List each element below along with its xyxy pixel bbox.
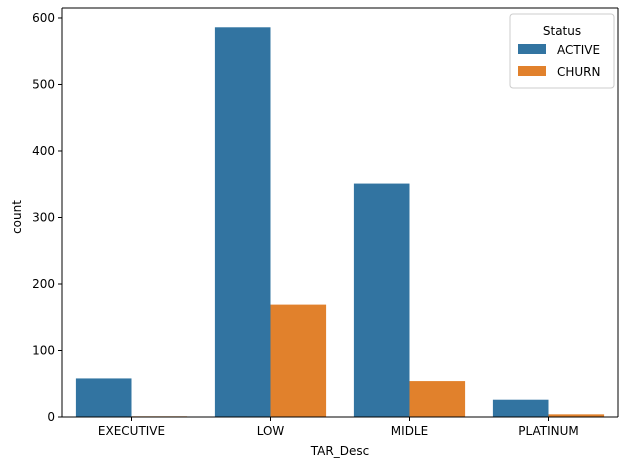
x-tick-label: MIDLE xyxy=(391,424,428,438)
bar-churn-platinum xyxy=(548,414,605,417)
y-tick-label: 0 xyxy=(47,410,55,424)
legend-title: Status xyxy=(543,24,581,38)
ticks-layer: 0 100 200 300 400 500 600 EXECUTIVE LOW MIDLE PLAT… xyxy=(32,11,579,438)
x-tick-label: PLATINUM xyxy=(518,424,578,438)
x-tick-label: LOW xyxy=(257,424,285,438)
legend-swatch-churn xyxy=(518,66,546,76)
legend-label-churn: CHURN xyxy=(557,65,601,79)
legend-items: ACTIVE CHURN xyxy=(518,43,601,79)
y-axis-label: count xyxy=(10,200,24,234)
bar-active-platinum xyxy=(492,399,549,417)
y-tick-label: 100 xyxy=(32,343,55,357)
y-tick-label: 200 xyxy=(32,277,55,291)
bar-active-low xyxy=(214,27,271,417)
legend-swatch-active xyxy=(518,44,546,54)
y-tick-label: 400 xyxy=(32,144,55,158)
bars-layer xyxy=(75,27,605,417)
legend: Status ACTIVE CHURN xyxy=(509,13,615,89)
y-tick-label: 300 xyxy=(32,210,55,224)
x-axis-label: TAR_Desc xyxy=(310,444,369,458)
y-tick-label: 600 xyxy=(32,11,55,25)
bar-active-executive xyxy=(75,378,132,417)
axes-layer xyxy=(61,7,619,418)
y-tick-label: 500 xyxy=(32,77,55,91)
bar-churn-midle xyxy=(409,381,466,417)
x-tick-label: EXECUTIVE xyxy=(98,424,165,438)
bar-active-midle xyxy=(353,183,410,417)
bar-churn-low xyxy=(270,304,327,417)
legend-label-active: ACTIVE xyxy=(557,43,600,57)
